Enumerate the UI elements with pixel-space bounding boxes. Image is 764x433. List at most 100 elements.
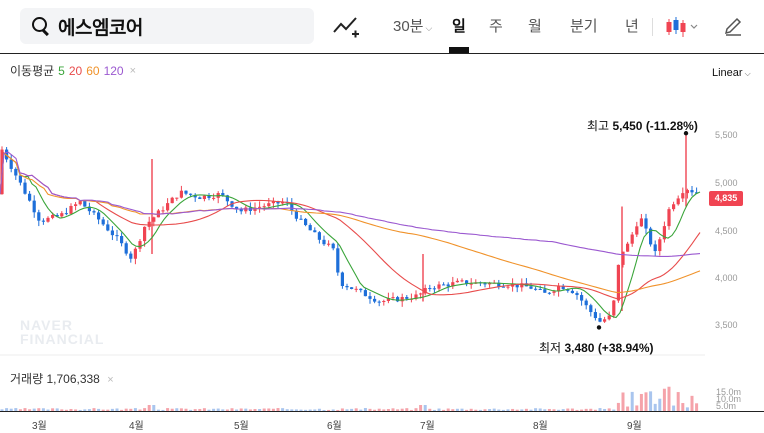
volume-bar xyxy=(83,409,87,411)
volume-bar xyxy=(612,409,616,411)
price-chart[interactable] xyxy=(0,55,764,411)
volume-bar xyxy=(359,409,363,411)
stock-search-box[interactable]: 에스엠코어 xyxy=(20,8,314,44)
candle-body xyxy=(46,217,50,222)
ma-legend-close-icon[interactable]: × xyxy=(129,64,137,77)
high-prefix: 최고 xyxy=(587,119,610,133)
chart-type-button[interactable] xyxy=(332,14,360,40)
extreme-marker xyxy=(596,325,602,330)
volume-bar xyxy=(492,408,496,411)
tab-30min-label: 30분 xyxy=(393,18,424,35)
candle-body xyxy=(322,239,326,245)
top-toolbar: 에스엠코어 30분 ⌵ 일 주 월 분기 년 xyxy=(0,0,764,54)
volume-bar xyxy=(0,409,4,411)
ma-60-label: 60 xyxy=(86,63,100,78)
candle-body xyxy=(290,203,294,211)
naver-financial-watermark: NAVER FINANCIAL xyxy=(20,318,104,346)
volume-bar xyxy=(497,409,501,411)
volume-bar xyxy=(248,409,252,411)
volume-series xyxy=(0,386,699,411)
chevron-down-icon: ⌵ xyxy=(425,23,433,33)
volume-bar xyxy=(557,409,561,411)
moving-average-legend[interactable]: 이동평균 5 20 60 120 × xyxy=(10,62,136,79)
volume-bar xyxy=(175,408,179,411)
candle-body xyxy=(294,210,298,219)
volume-bar xyxy=(437,408,441,411)
candle-body xyxy=(101,219,105,225)
candle-body xyxy=(359,288,363,291)
candle-body xyxy=(74,204,78,206)
tab-30min[interactable]: 30분 ⌵ xyxy=(393,17,432,39)
tab-daily[interactable]: 일 xyxy=(449,17,469,53)
volume-bar xyxy=(561,409,565,411)
volume-bar xyxy=(396,409,400,411)
candle-body xyxy=(460,280,464,282)
volume-bar xyxy=(391,408,395,411)
volume-bar xyxy=(161,409,165,411)
candle-body xyxy=(281,201,285,204)
candle-body xyxy=(538,288,542,290)
volume-bar xyxy=(290,409,294,411)
candle-body xyxy=(386,298,390,302)
search-icon[interactable] xyxy=(30,15,52,37)
candle-body xyxy=(336,248,340,273)
volume-bar xyxy=(304,409,308,411)
volume-legend-close-icon[interactable]: × xyxy=(107,374,114,386)
candle-body xyxy=(198,197,202,200)
extreme-marker xyxy=(683,131,689,136)
y-tick-label: 4,000 xyxy=(715,273,738,283)
volume-legend[interactable]: 거래량 1,706,338 × xyxy=(10,370,114,387)
candle-body xyxy=(584,300,588,306)
candle-body xyxy=(120,236,124,244)
candle-body xyxy=(239,209,243,212)
volume-bar xyxy=(644,392,648,411)
candle-body xyxy=(626,243,630,252)
volume-bar xyxy=(465,409,469,411)
volume-bar xyxy=(616,402,620,411)
candle-body xyxy=(78,201,82,205)
x-tick-label: 8월 xyxy=(533,421,548,432)
candle-body xyxy=(184,190,188,194)
tab-monthly[interactable]: 월 xyxy=(528,17,542,39)
volume-bar xyxy=(432,409,436,411)
volume-bar xyxy=(331,409,335,411)
volume-bar xyxy=(506,409,510,411)
candle-style-button[interactable] xyxy=(664,14,700,40)
volume-bar xyxy=(653,403,657,411)
search-query[interactable]: 에스엠코어 xyxy=(58,17,143,39)
volume-bar xyxy=(626,406,630,411)
ma-5-label: 5 xyxy=(58,63,65,78)
tab-daily-label: 일 xyxy=(452,18,466,35)
volume-bar xyxy=(179,408,183,411)
candle-body xyxy=(55,214,59,217)
volume-bar xyxy=(570,408,574,411)
toolbar-divider xyxy=(652,18,653,36)
scale-selector[interactable]: Linear ⌵ xyxy=(712,67,751,79)
candle-body xyxy=(354,288,358,290)
y-tick-label: 5,500 xyxy=(715,130,738,140)
volume-tick-label: 5.0m xyxy=(716,401,737,411)
volume-bar xyxy=(78,409,82,411)
volume-bar xyxy=(198,408,202,411)
volume-bar xyxy=(216,408,220,411)
candle-body xyxy=(87,206,91,212)
volume-bar xyxy=(589,408,593,411)
volume-bar xyxy=(14,408,18,411)
candle-body xyxy=(299,218,303,220)
volume-bar xyxy=(368,408,372,411)
tab-weekly[interactable]: 주 xyxy=(489,17,503,39)
candle-body xyxy=(391,297,395,299)
volume-bar xyxy=(97,408,101,411)
volume-bar xyxy=(276,408,280,411)
volume-bar xyxy=(382,409,386,411)
drawing-tool-button[interactable] xyxy=(722,15,744,37)
candle-body xyxy=(400,297,404,302)
candle-body xyxy=(253,207,257,211)
volume-bar xyxy=(690,395,694,411)
tab-yearly[interactable]: 년 xyxy=(625,17,639,39)
volume-bar xyxy=(400,408,404,411)
volume-bar xyxy=(584,408,588,411)
tab-quarterly[interactable]: 분기 xyxy=(570,17,598,39)
volume-bar xyxy=(695,403,699,411)
candle-body xyxy=(350,287,354,289)
